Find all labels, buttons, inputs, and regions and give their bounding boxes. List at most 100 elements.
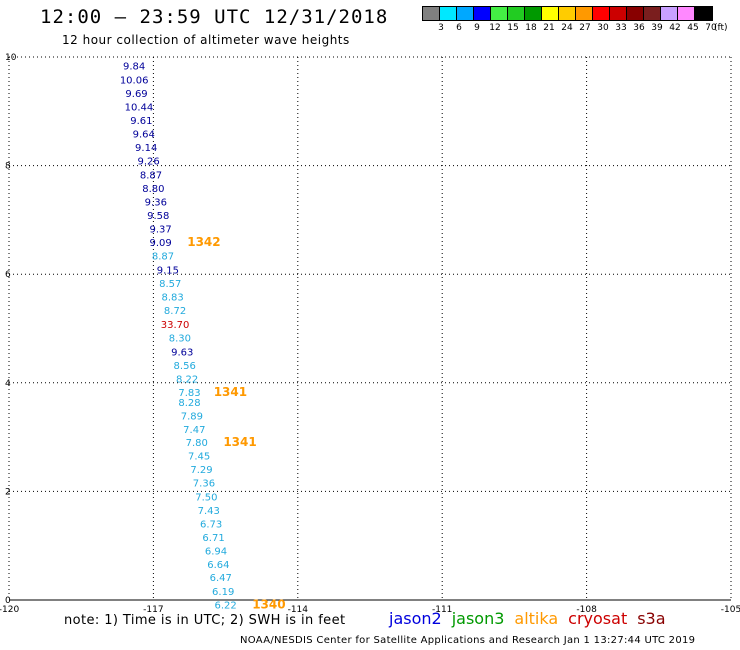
color-swatch: [440, 7, 457, 20]
x-tick-label: -117: [143, 605, 163, 615]
color-scale-legend: (ft) 3 6 9 12 15 18 21 24 27 30 33 36 39 42 45 70: [422, 6, 728, 33]
color-scale-label: 12: [489, 23, 501, 33]
wave-height-label: 10.44: [125, 102, 154, 113]
color-scale-swatches: [422, 6, 713, 21]
chart-note: note: 1) Time is in UTC; 2) SWH is in fe…: [64, 613, 346, 628]
legend-item-jason3: jason3: [451, 609, 505, 628]
color-scale-label: 9: [474, 23, 480, 33]
wave-height-label: 8.87: [152, 252, 174, 263]
wave-height-label: 10.06: [120, 75, 149, 86]
y-tick-label: 0: [5, 596, 11, 606]
color-swatch: [695, 7, 712, 20]
wave-height-label: 7.29: [190, 465, 212, 476]
x-tick-label: -120: [0, 605, 19, 615]
color-scale-label: 36: [633, 23, 645, 33]
color-swatch: [644, 7, 661, 20]
wave-height-label: 7.36: [193, 479, 215, 490]
color-swatch: [508, 7, 525, 20]
wave-height-label: 8.57: [159, 279, 181, 290]
wave-height-label: 8.83: [162, 292, 184, 303]
wave-height-label: 9.37: [149, 225, 171, 236]
color-swatch: [423, 7, 440, 20]
wave-height-label: 8.72: [164, 306, 186, 317]
wave-height-label: 7.80: [186, 438, 208, 449]
wave-height-label: 9.69: [125, 89, 147, 100]
color-scale-label: 3: [438, 23, 444, 33]
x-tick-label: -114: [288, 605, 309, 615]
wave-height-label: 6.94: [205, 547, 227, 558]
wave-height-label: 9.36: [145, 197, 167, 208]
wave-height-label: 7.83: [178, 388, 200, 399]
x-tick-label: -111: [432, 605, 452, 615]
color-swatch: [525, 7, 542, 20]
color-scale-label: 21: [543, 23, 555, 33]
wave-height-label: 9.26: [137, 157, 159, 168]
color-scale-label: 18: [525, 23, 537, 33]
color-scale-label: 24: [561, 23, 573, 33]
wave-height-label: 7.45: [188, 452, 210, 463]
color-swatch: [542, 7, 559, 20]
color-swatch: [474, 7, 491, 20]
y-tick-label: 10: [5, 53, 17, 63]
x-tick-label: -108: [576, 605, 597, 615]
pass-time-label: 1341: [223, 435, 256, 449]
color-scale-label: 39: [651, 23, 663, 33]
wave-height-label: 9.61: [130, 116, 152, 127]
wave-height-label: 6.64: [207, 560, 229, 571]
wave-height-label: 9.84: [123, 62, 145, 73]
wave-height-label: 8.87: [140, 170, 162, 181]
color-scale-label: 6: [456, 23, 462, 33]
color-swatch: [457, 7, 474, 20]
color-scale-label: 15: [507, 23, 519, 33]
wave-height-label: 7.89: [181, 411, 203, 422]
wave-height-label: 6.73: [200, 519, 222, 530]
chart-footer: NOAA/NESDIS Center for Satellite Applica…: [240, 635, 696, 646]
chart-subtitle: 12 hour collection of altimeter wave hei…: [62, 33, 350, 47]
color-swatch: [610, 7, 627, 20]
pass-time-label: 1342: [187, 235, 220, 249]
y-tick-label: 2: [5, 487, 11, 497]
color-scale-label: 45: [687, 23, 699, 33]
wave-height-label: 7.43: [198, 506, 220, 517]
wave-height-label: 33.70: [161, 320, 190, 331]
wave-height-label: 6.22: [214, 600, 236, 611]
wave-height-label: 6.71: [202, 533, 224, 544]
color-scale-label: 30: [597, 23, 609, 33]
pass-time-label: 1340: [252, 597, 285, 611]
wave-height-label: 7.47: [183, 425, 205, 436]
wave-height-label: 8.30: [169, 334, 191, 345]
legend-item-jason2: jason2: [389, 609, 442, 628]
color-swatch: [593, 7, 610, 20]
pass-time-label: 1341: [214, 385, 247, 399]
color-swatch: [576, 7, 593, 20]
wave-height-label: 9.63: [171, 347, 193, 358]
color-swatch: [661, 7, 678, 20]
legend-item-s3a: s3a: [637, 609, 666, 628]
wave-height-label: 9.09: [149, 238, 171, 249]
wave-height-label: 6.19: [212, 587, 234, 598]
color-swatch: [559, 7, 576, 20]
color-scale-unit: (ft): [714, 23, 728, 33]
wave-height-label: 9.64: [133, 130, 155, 141]
color-scale-label: 33: [615, 23, 627, 33]
wave-height-label: 7.50: [195, 492, 217, 503]
x-tick-label: -105: [721, 605, 740, 615]
wave-height-label: 8.22: [176, 374, 198, 385]
wave-height-label: 8.56: [174, 361, 196, 372]
wave-height-label: 9.14: [135, 143, 157, 154]
color-swatch: [627, 7, 644, 20]
color-scale-label: 42: [669, 23, 681, 33]
wave-height-label: 8.80: [142, 184, 164, 195]
satellite-legend: jason2 jason3 altika cryosat s3a: [389, 609, 666, 628]
wave-height-label: 8.28: [178, 398, 200, 409]
color-swatch: [491, 7, 508, 20]
chart-title: 12:00 – 23:59 UTC 12/31/2018: [40, 6, 389, 28]
color-swatch: [678, 7, 695, 20]
wave-height-label: 9.58: [147, 211, 169, 222]
wave-height-label: 9.15: [157, 265, 179, 276]
color-scale-label: 27: [579, 23, 591, 33]
color-scale-label: 70: [705, 23, 717, 33]
legend-item-altika: altika: [514, 609, 559, 628]
wave-height-label: 6.47: [210, 573, 232, 584]
